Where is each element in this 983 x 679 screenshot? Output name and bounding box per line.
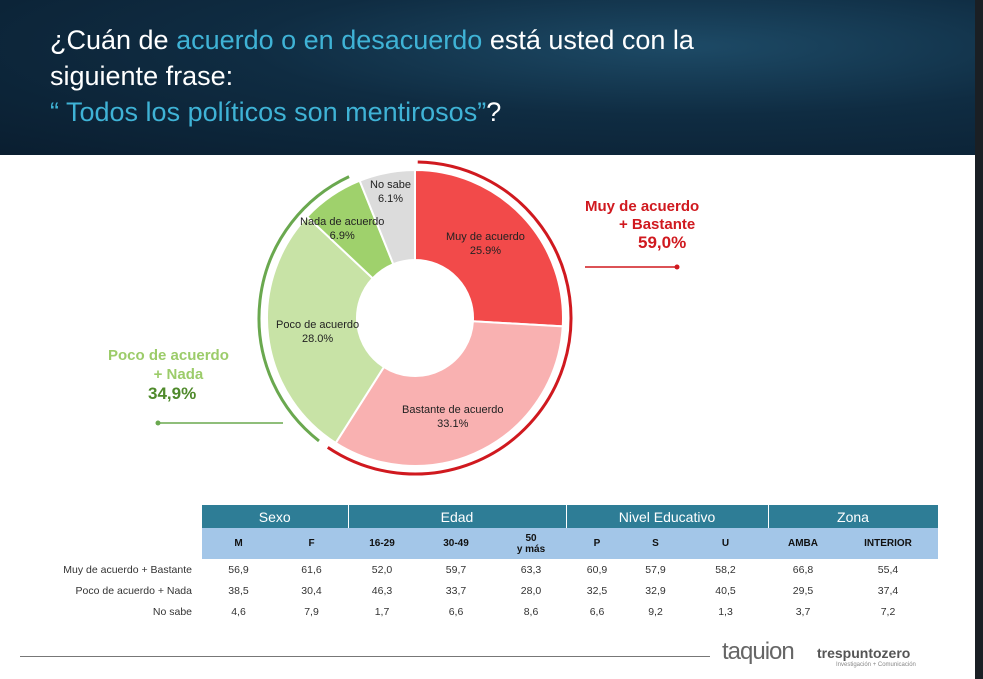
column-header: U [683,528,768,559]
column-header: 30-49 [416,528,496,559]
table-cell: 33,7 [445,584,467,597]
column-header: M [202,528,275,559]
slice-label-bastante: Bastante de acuerdo 33.1% [402,404,504,430]
slice-label-no-sabe: No sabe 6.1% [370,179,411,205]
table-cell: 29,5 [792,584,814,597]
disagree-arc [257,175,350,443]
title-text: está usted con la [482,25,694,55]
title-text: siguiente frase: [50,61,234,91]
table-row: No sabe 4,6 7,9 1,7 6,6 8,6 6,6 9,2 1,3 3,7 7,2 [0,601,938,622]
crosstab-table: Sexo Edad Nivel Educativo Zona M F 16-29 30… [0,505,939,622]
taquion-logo: taquion [722,638,795,665]
disagree-callout: Poco de acuerdo + Nada 34,9% [108,347,229,403]
table-cell: 6,6 [589,605,605,618]
header-banner: ¿Cuán de acuerdo o en desacuerdo está us… [0,0,975,155]
table-cell: 63,3 [520,563,542,576]
table-cell: 8,6 [523,605,539,618]
slice-label-poco: Poco de acuerdo 28.0% [276,319,360,345]
donut-slice [334,320,564,467]
agree-arc [326,160,573,476]
table-cell: 56,9 [228,563,249,576]
column-header: P [566,528,628,559]
donut-slice [266,215,386,445]
donut-slice [414,168,564,328]
title-highlight: acuerdo o en desacuerdo [176,25,483,55]
title-text: ¿Cuán de [50,25,177,55]
column-header: AMBA [768,528,838,559]
column-header: INTERIOR [838,528,938,559]
table-cell: 52,0 [371,563,393,576]
slice-label-nada: Nada de acuerdo 6.9% [300,216,385,242]
footer-divider [20,656,710,657]
column-header: 50 y más [496,528,566,559]
trespuntozero-logo: trespuntozero [817,645,911,661]
window-edge [975,0,983,679]
table-cell: 46,3 [371,584,393,597]
table-cell: 7,9 [304,605,319,618]
table-cell: 58,2 [715,563,736,576]
row-label: No sabe [152,605,192,618]
table-cell: 55,4 [877,563,899,576]
table-cell: 37,4 [877,584,899,597]
table-cell: 9,2 [648,605,663,618]
donut-slice [358,168,416,266]
table-cell: 59,7 [445,563,467,576]
slide-title: ¿Cuán de acuerdo o en desacuerdo está us… [50,22,694,130]
agree-callout: Muy de acuerdo + Bastante 59,0% [585,198,700,252]
column-header: F [275,528,348,559]
table-cell: 6,6 [448,605,464,618]
column-header: S [628,528,683,559]
table-cell: 57,9 [645,563,666,576]
title-text: ? [486,97,502,127]
group-header: Sexo [202,505,349,528]
group-header: Edad [348,505,567,528]
table-cell: 4,6 [231,605,246,618]
table-cell: 61,6 [301,563,322,576]
table-cell: 30,4 [301,584,322,597]
table-cell: 40,5 [715,584,736,597]
row-label: Poco de acuerdo + Nada [75,584,192,597]
table-cell: 38,5 [228,584,249,597]
column-header: 16-29 [348,528,416,559]
table-cell: 28,0 [520,584,542,597]
table-cell: 32,9 [645,584,666,597]
table-cell: 60,9 [586,563,608,576]
table-row: Poco de acuerdo + Nada 38,5 30,4 46,3 33,7 28… [0,580,938,601]
row-label: Muy de acuerdo + Bastante [63,563,192,576]
table-cell: 32,5 [586,584,608,597]
title-quote: “ Todos los políticos son mentirosos” [50,97,487,127]
table-row: Muy de acuerdo + Bastante 56,9 61,6 52,0 59,… [0,559,938,580]
table-cell: 3,7 [795,605,811,618]
table-cell: 1,7 [374,605,390,618]
table-cell: 66,8 [792,563,814,576]
agree-leader-dot [674,264,680,270]
table-cell: 7,2 [880,605,896,618]
disagree-leader-dot [155,420,161,426]
table-cell: 1,3 [718,605,733,618]
slice-label-muy: Muy de acuerdo 25.9% [446,231,525,257]
group-header: Zona [768,505,939,528]
trespuntozero-tagline: Investigación + Comunicación [836,662,916,668]
group-header: Nivel Educativo [566,505,769,528]
